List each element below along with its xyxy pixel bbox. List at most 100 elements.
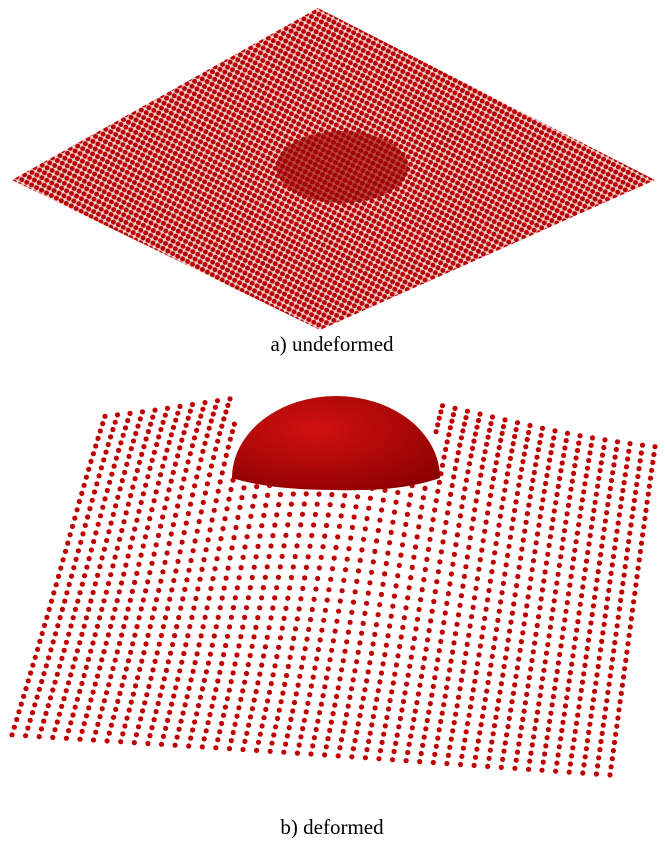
particle	[152, 450, 157, 455]
particle	[381, 498, 386, 503]
particle	[293, 626, 298, 631]
particle	[485, 510, 490, 515]
particle	[139, 452, 144, 457]
particle	[422, 735, 427, 740]
particle	[232, 661, 237, 666]
particle	[120, 731, 125, 736]
particle	[143, 483, 148, 488]
particle	[211, 695, 216, 700]
particle	[554, 581, 559, 586]
particle	[576, 704, 581, 709]
particle	[80, 729, 85, 734]
particle	[78, 540, 83, 545]
particle	[240, 625, 245, 630]
particle	[220, 470, 225, 475]
particle	[265, 635, 270, 640]
particle	[231, 730, 236, 735]
particle	[329, 648, 334, 653]
particle	[384, 561, 389, 566]
particle	[226, 445, 231, 450]
particle	[97, 665, 102, 670]
particle	[75, 507, 80, 512]
particle	[314, 727, 319, 732]
particle	[516, 657, 521, 662]
particle	[98, 513, 103, 518]
particle	[444, 685, 449, 690]
particle	[322, 684, 327, 689]
particle	[99, 657, 104, 662]
particle	[132, 740, 137, 745]
particle	[159, 633, 164, 638]
particle	[316, 492, 321, 497]
particle	[260, 723, 265, 728]
particle	[367, 580, 372, 585]
particle	[291, 564, 296, 569]
particle	[611, 462, 616, 467]
particle	[84, 615, 89, 620]
particle	[575, 448, 580, 453]
particle	[561, 453, 566, 458]
particle	[354, 579, 359, 584]
particle	[494, 460, 499, 465]
particle	[215, 737, 220, 742]
particle	[395, 733, 400, 738]
particle	[448, 492, 453, 497]
particle	[586, 638, 591, 643]
particle	[77, 737, 82, 742]
particle	[141, 597, 146, 602]
particle	[495, 618, 500, 623]
particle	[211, 411, 216, 416]
particle	[421, 577, 426, 582]
particle	[115, 546, 120, 551]
particle	[204, 547, 209, 552]
particle	[282, 616, 287, 621]
particle	[532, 726, 537, 731]
particle	[213, 405, 218, 410]
particle	[651, 452, 656, 457]
particle	[509, 526, 514, 531]
particle	[291, 491, 296, 496]
particle	[201, 624, 206, 629]
particle	[486, 588, 491, 593]
particle	[141, 650, 146, 655]
particle	[568, 761, 573, 766]
particle	[550, 517, 555, 522]
particle	[424, 647, 429, 652]
particle	[471, 516, 476, 521]
particle	[396, 724, 401, 729]
particle	[548, 711, 553, 716]
particle	[368, 731, 373, 736]
particle	[451, 412, 456, 417]
particle	[157, 642, 162, 647]
particle	[585, 646, 590, 651]
particle	[413, 544, 418, 549]
particle	[543, 481, 548, 486]
particle	[517, 565, 522, 570]
particle	[252, 565, 257, 570]
particle	[73, 656, 78, 661]
particle	[272, 523, 277, 528]
particle	[167, 440, 172, 445]
particle	[415, 534, 420, 539]
particle	[484, 442, 489, 447]
particle	[551, 694, 556, 699]
particle	[86, 705, 91, 710]
particle	[481, 538, 486, 543]
particle	[362, 611, 367, 616]
particle	[599, 460, 604, 465]
particle	[244, 534, 249, 539]
particle	[101, 457, 106, 462]
particle	[121, 433, 126, 438]
particle	[573, 729, 578, 734]
particle	[50, 687, 55, 692]
particle	[136, 562, 141, 567]
particle	[105, 738, 110, 743]
particle	[622, 573, 627, 578]
particle	[638, 458, 643, 463]
particle	[130, 589, 135, 594]
particle	[378, 748, 383, 753]
particle	[302, 575, 307, 580]
particle	[149, 725, 154, 730]
particle	[648, 476, 653, 481]
particle	[457, 686, 462, 691]
